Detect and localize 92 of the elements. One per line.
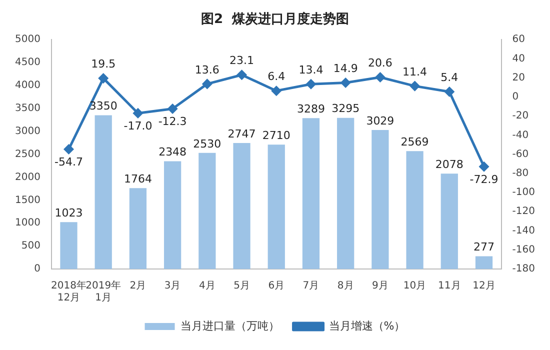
bar — [233, 142, 250, 269]
point — [133, 108, 143, 118]
y-tick-label: 2500 — [14, 148, 40, 160]
y-tick-label: 1000 — [14, 218, 40, 229]
data-label: 2078 — [435, 158, 464, 172]
data-label: 3295 — [332, 102, 360, 116]
bar — [440, 174, 458, 269]
x-tick-label: 8月 — [337, 280, 354, 292]
data-label: 13.6 — [194, 63, 220, 76]
data-label: 2710 — [262, 129, 290, 142]
point — [202, 79, 212, 89]
y2-tick-label: 60 — [512, 34, 526, 46]
point — [340, 78, 350, 88]
x-tick-label: 12月 — [472, 280, 496, 292]
bar — [129, 188, 147, 269]
y2-tick-label: -120 — [512, 206, 536, 218]
data-label: 3029 — [366, 114, 394, 128]
data-label: 1764 — [124, 172, 152, 186]
y-tick-label: 1500 — [14, 194, 40, 206]
x-tick-label: 2019年 1月 — [86, 280, 122, 304]
y2-tick-label: 20 — [512, 72, 526, 84]
x-tick-label: 11月 — [438, 280, 461, 292]
point — [237, 70, 247, 80]
data-label: 14.9 — [333, 62, 358, 76]
data-label: 3289 — [296, 102, 325, 116]
bar — [475, 256, 493, 269]
x-tick-label: 5月 — [234, 280, 250, 292]
y-tick-label: 3500 — [14, 103, 40, 114]
x-tick-label: 4月 — [198, 280, 216, 292]
bar — [268, 144, 285, 269]
data-label: -72.9 — [470, 172, 498, 186]
data-label: 277 — [474, 240, 495, 254]
data-label: 2747 — [228, 127, 256, 140]
point — [64, 144, 74, 154]
x-tick-label: 3月 — [164, 280, 181, 292]
y2-tick-label: -20 — [512, 110, 529, 122]
legend-label: 当月进口量（万吨） — [180, 319, 280, 332]
data-label: 11.4 — [402, 65, 428, 78]
y-tick-label: 4000 — [14, 80, 40, 92]
y2-tick-label: -180 — [512, 264, 536, 275]
data-label: 6.4 — [268, 70, 286, 84]
point — [375, 72, 385, 82]
bar — [198, 152, 216, 269]
y-tick-label: 2000 — [14, 172, 40, 183]
data-label: 5.4 — [440, 71, 458, 84]
bar — [60, 222, 78, 269]
x-tick-label: 2月 — [130, 280, 146, 292]
y2-tick-label: -140 — [512, 225, 536, 236]
y2-tick-label: -40 — [512, 130, 529, 141]
x-tick-label: 2018年 12月 — [51, 280, 86, 304]
data-label: 2348 — [158, 146, 187, 159]
data-label: 23.1 — [230, 54, 254, 68]
x-tick-label: 7月 — [302, 280, 320, 292]
y-tick-label: 500 — [21, 240, 40, 252]
y2-tick-label: -160 — [512, 244, 536, 256]
y-tick-label: 0 — [34, 264, 40, 275]
data-label: 3350 — [89, 100, 118, 113]
data-label: 20.6 — [368, 56, 392, 70]
y-tick-label: 4500 — [14, 57, 40, 68]
y2-tick-label: -60 — [512, 148, 529, 160]
data-label: -12.3 — [158, 115, 187, 128]
chart-title: 图2 煤炭进口月度走势图 — [200, 11, 350, 28]
bar — [337, 118, 354, 269]
x-tick-label: 6月 — [268, 280, 285, 292]
data-label: 13.4 — [298, 64, 324, 76]
y-tick-label: 5000 — [14, 34, 40, 46]
data-label: -54.7 — [54, 156, 83, 169]
y2-tick-label: -100 — [512, 187, 536, 198]
point — [479, 162, 489, 172]
data-label: -17.0 — [124, 120, 152, 133]
bar — [372, 130, 389, 269]
point — [444, 87, 454, 97]
data-label: 19.5 — [91, 58, 116, 71]
data-label: 1023 — [54, 206, 83, 220]
data-label: 2569 — [400, 135, 429, 148]
x-tick-label: 9月 — [372, 280, 388, 292]
point — [410, 81, 420, 91]
bar — [302, 118, 320, 269]
bar — [406, 151, 424, 269]
point — [168, 104, 178, 114]
bar — [164, 161, 182, 269]
y-tick-label: 3000 — [14, 126, 40, 137]
x-tick-label: 10月 — [403, 280, 426, 292]
data-label: 2530 — [193, 137, 222, 150]
y2-tick-label: 40 — [512, 53, 526, 64]
point — [98, 74, 108, 84]
y2-tick-label: 0 — [512, 92, 519, 103]
point — [272, 86, 282, 96]
y2-tick-label: -80 — [512, 168, 529, 180]
point — [306, 79, 316, 89]
bar — [94, 115, 112, 269]
legend-label: 当月增速（%） — [328, 319, 406, 332]
